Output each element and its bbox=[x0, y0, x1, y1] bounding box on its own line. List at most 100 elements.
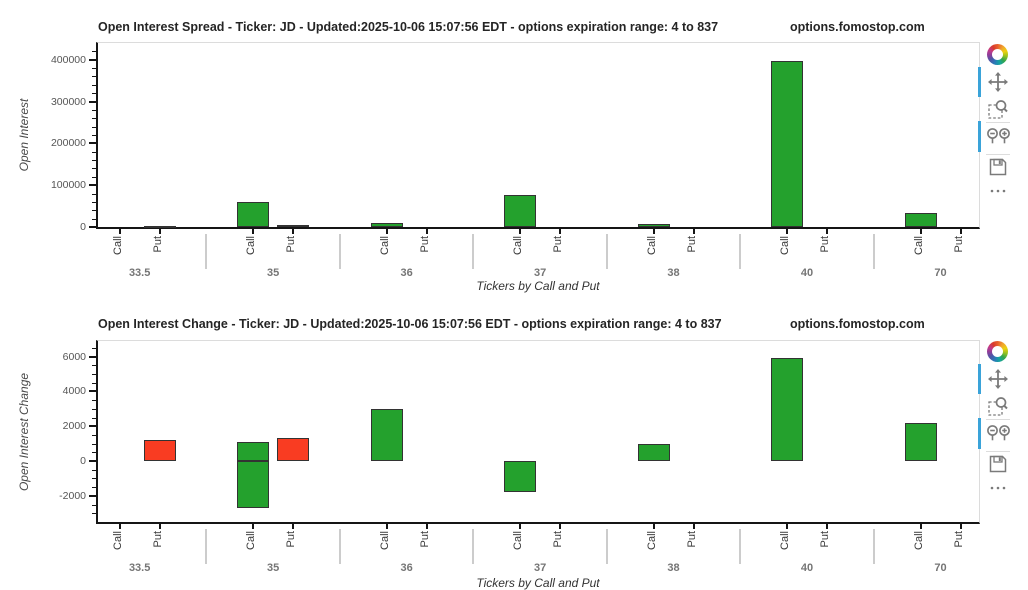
y-axis-minor-tick bbox=[92, 434, 96, 436]
modebar bbox=[978, 337, 1028, 507]
more-options-icon bbox=[990, 189, 1006, 193]
y-axis-minor-tick bbox=[92, 408, 96, 410]
box-zoom-icon bbox=[988, 397, 1008, 416]
y-axis-minor-tick bbox=[92, 109, 96, 111]
group-label: 70 bbox=[934, 267, 947, 279]
y-axis-tick bbox=[89, 226, 96, 228]
category-label-put: Put bbox=[552, 531, 565, 548]
x-axis-tick bbox=[919, 524, 922, 529]
group-divider bbox=[605, 529, 608, 564]
category-label-put: Put bbox=[819, 236, 832, 253]
bar-35-call[interactable] bbox=[237, 201, 270, 227]
zoom-in-out-button[interactable] bbox=[986, 423, 1012, 443]
save-button[interactable] bbox=[988, 454, 1010, 474]
bar-33.5-put[interactable] bbox=[143, 440, 176, 462]
zoom-in-out-button[interactable] bbox=[986, 126, 1012, 146]
category-label-put: Put bbox=[285, 531, 298, 548]
bar-36-call[interactable] bbox=[370, 223, 403, 227]
y-axis-minor-tick bbox=[92, 193, 96, 195]
bar-40-call[interactable] bbox=[771, 358, 804, 462]
category-label-call: Call bbox=[111, 236, 124, 255]
group-divider bbox=[338, 529, 341, 564]
x-axis-tick bbox=[118, 229, 121, 234]
y-tick-label: -2000 bbox=[59, 489, 86, 502]
pan-button[interactable] bbox=[988, 72, 1010, 92]
watermark-link[interactable]: options.fomostop.com bbox=[790, 317, 925, 331]
x-axis-tick bbox=[652, 524, 655, 529]
y-axis-minor-tick bbox=[92, 143, 96, 145]
y-axis-minor-tick bbox=[92, 93, 96, 95]
group-divider bbox=[739, 529, 742, 564]
category-label-call: Call bbox=[912, 531, 925, 550]
y-axis-minor-tick bbox=[92, 201, 96, 203]
y-axis-minor-tick bbox=[92, 400, 96, 402]
bar-36-call[interactable] bbox=[370, 408, 403, 462]
bar-40-call[interactable] bbox=[771, 60, 804, 227]
category-label-put: Put bbox=[685, 531, 698, 548]
box-zoom-button[interactable] bbox=[988, 396, 1010, 416]
y-axis-minor-tick bbox=[92, 135, 96, 136]
bar-35-put[interactable] bbox=[277, 224, 310, 227]
y-axis-minor-tick bbox=[92, 168, 96, 170]
y-axis-minor-tick bbox=[92, 356, 96, 358]
chart-open-interest-change: Open Interest Change - Ticker: JD - Upda… bbox=[0, 297, 1028, 590]
group-label: 37 bbox=[533, 267, 547, 279]
category-label-put: Put bbox=[285, 236, 298, 253]
x-axis-tick bbox=[959, 229, 962, 234]
group-label: 36 bbox=[400, 267, 413, 279]
y-axis-minor-tick bbox=[92, 76, 96, 78]
y-axis-minor-tick bbox=[92, 347, 96, 349]
category-label-call: Call bbox=[779, 236, 792, 255]
x-axis-tick bbox=[652, 229, 655, 234]
bar-70-call[interactable] bbox=[904, 422, 937, 462]
bar-70-call[interactable] bbox=[904, 212, 937, 227]
group-divider bbox=[472, 529, 475, 564]
y-axis-minor-tick bbox=[92, 118, 96, 120]
bar-33.5-put[interactable] bbox=[143, 225, 176, 228]
group-label: 33.5 bbox=[128, 562, 151, 574]
category-label-call: Call bbox=[378, 531, 391, 550]
save-button[interactable] bbox=[988, 157, 1010, 177]
group-divider bbox=[872, 234, 875, 269]
bar-38-call[interactable] bbox=[637, 224, 670, 227]
group-label: 38 bbox=[667, 267, 680, 279]
more-options-button[interactable] bbox=[988, 182, 1010, 202]
chart-title: Open Interest Change - Ticker: JD - Upda… bbox=[98, 317, 722, 331]
plot-area[interactable] bbox=[96, 340, 980, 524]
y-axis-minor-tick bbox=[92, 210, 96, 212]
group-divider bbox=[205, 529, 208, 564]
watermark-link[interactable]: options.fomostop.com bbox=[790, 20, 925, 34]
plot-area[interactable] bbox=[96, 42, 980, 229]
bar-35-call[interactable] bbox=[237, 461, 270, 509]
x-axis-tick bbox=[519, 229, 522, 234]
bar-37-call[interactable] bbox=[504, 195, 537, 227]
x-axis-tick bbox=[385, 524, 388, 529]
bar-38-call[interactable] bbox=[637, 443, 670, 462]
x-axis-tick bbox=[425, 524, 428, 529]
group-divider bbox=[472, 234, 475, 269]
bar-35-call[interactable] bbox=[237, 441, 270, 462]
y-axis-minor-tick bbox=[92, 68, 96, 70]
modebar-separator bbox=[986, 419, 1010, 420]
x-axis-tick bbox=[385, 229, 388, 234]
y-axis-minor-tick bbox=[92, 478, 96, 480]
y-axis-minor-tick bbox=[92, 513, 96, 515]
category-label-call: Call bbox=[512, 236, 525, 255]
y-axis-minor-tick bbox=[92, 487, 96, 489]
y-axis-minor-tick bbox=[92, 160, 96, 162]
more-options-button[interactable] bbox=[988, 479, 1010, 499]
pan-button[interactable] bbox=[988, 369, 1010, 389]
y-axis-minor-tick bbox=[92, 452, 96, 454]
x-axis-tick bbox=[158, 524, 161, 529]
fomostop-logo-icon[interactable] bbox=[987, 44, 1008, 65]
fomostop-logo-icon[interactable] bbox=[987, 341, 1008, 362]
y-tick-label: 100000 bbox=[50, 179, 86, 192]
y-axis-minor-tick bbox=[92, 443, 96, 445]
x-axis-tick bbox=[118, 524, 121, 529]
y-axis-minor-tick bbox=[92, 374, 96, 376]
bar-35-put[interactable] bbox=[277, 437, 310, 462]
box-zoom-button[interactable] bbox=[988, 99, 1010, 119]
y-tick-label: 4000 bbox=[62, 385, 86, 398]
y-axis-minor-tick bbox=[92, 461, 96, 463]
bar-37-call[interactable] bbox=[504, 461, 537, 493]
